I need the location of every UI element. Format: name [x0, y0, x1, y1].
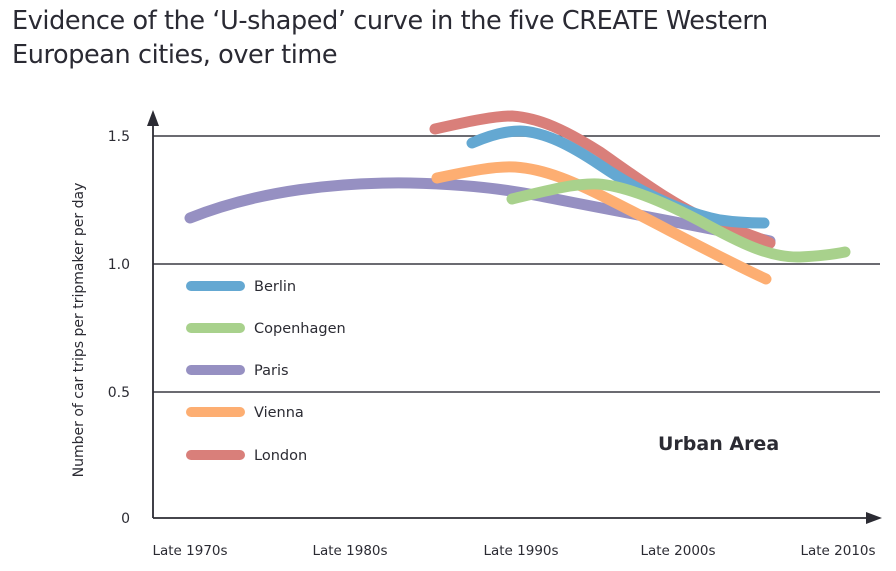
legend-item-vienna: Vienna — [186, 405, 304, 421]
y-tick-labels: 1.5 1.0 0.5 0 — [108, 129, 130, 527]
gridlines — [153, 135, 880, 393]
urban-area-annotation: Urban Area — [658, 433, 779, 455]
legend-item-berlin: Berlin — [186, 279, 296, 295]
legend-label-copenhagen: Copenhagen — [254, 321, 346, 337]
x-tick-late-2010s: Late 2010s — [800, 543, 875, 559]
series-copenhagen — [506, 178, 851, 263]
chart-title: Evidence of the ‘U-shaped’ curve in the … — [12, 4, 892, 72]
series-london — [429, 110, 776, 249]
x-tick-late-1980s: Late 1980s — [312, 543, 387, 559]
legend-label-vienna: Vienna — [254, 405, 304, 421]
y-tick-0: 0 — [121, 511, 130, 527]
chart-title-line-1: Evidence of the ‘U-shaped’ curve in the … — [12, 6, 768, 36]
y-axis-title: Number of car trips per tripmaker per da… — [71, 183, 87, 478]
legend-label-berlin: Berlin — [254, 279, 296, 295]
series-paris — [184, 177, 776, 247]
legend-item-copenhagen: Copenhagen — [186, 321, 346, 337]
y-axis-arrow-icon — [147, 110, 159, 126]
legend: Berlin Copenhagen Paris Vienna London — [186, 279, 346, 464]
x-tick-late-1970s: Late 1970s — [152, 543, 227, 559]
legend-item-london: London — [186, 448, 307, 464]
x-tick-labels: Late 1970s Late 1980s Late 1990s Late 20… — [152, 543, 875, 559]
legend-label-london: London — [254, 448, 307, 464]
x-tick-late-1990s: Late 1990s — [483, 543, 558, 559]
series-lines — [184, 110, 851, 285]
x-axis-arrow-icon — [866, 512, 882, 524]
x-tick-late-2000s: Late 2000s — [640, 543, 715, 559]
legend-label-paris: Paris — [254, 363, 289, 379]
y-tick-1-5: 1.5 — [108, 129, 130, 145]
y-tick-1-0: 1.0 — [108, 257, 130, 273]
y-tick-0-5: 0.5 — [108, 385, 130, 401]
legend-item-paris: Paris — [186, 363, 289, 379]
axes — [147, 110, 882, 524]
chart-title-line-2: European cities, over time — [12, 40, 338, 70]
series-berlin — [466, 125, 770, 229]
